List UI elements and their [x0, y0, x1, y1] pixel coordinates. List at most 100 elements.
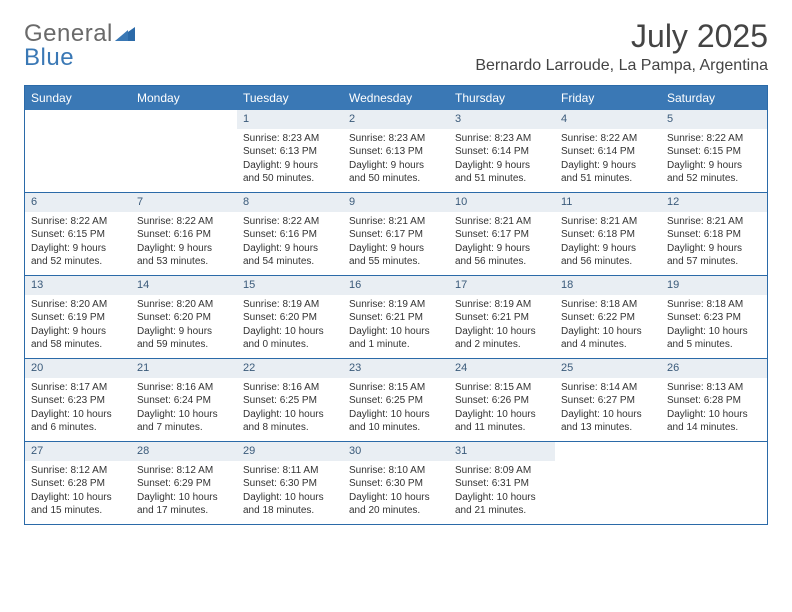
sunrise-text: Sunrise: 8:11 AM: [243, 464, 337, 478]
calendar-week: 27Sunrise: 8:12 AMSunset: 6:28 PMDayligh…: [25, 441, 767, 524]
sunset-text: Sunset: 6:15 PM: [667, 145, 761, 159]
sunset-text: Sunset: 6:14 PM: [455, 145, 549, 159]
daylight-text: Daylight: 9 hours and 51 minutes.: [455, 159, 549, 186]
daylight-text: Daylight: 10 hours and 6 minutes.: [31, 408, 125, 435]
calendar-cell: 1Sunrise: 8:23 AMSunset: 6:13 PMDaylight…: [237, 110, 343, 192]
calendar-cell: 22 Sunrise: 8:16 AMSunset: 6:25 PMDayligh…: [237, 359, 343, 441]
sunset-text: Sunset: 6:17 PM: [455, 228, 549, 242]
calendar-week: 13Sunrise: 8:20 AMSunset: 6:19 PMDayligh…: [25, 275, 767, 358]
day-number: 22: [237, 359, 343, 378]
weekday-header: Thursday: [449, 86, 555, 110]
daylight-text: Daylight: 9 hours and 57 minutes.: [667, 242, 761, 269]
sunrise-text: Sunrise: 8:22 AM: [667, 132, 761, 146]
daylight-text: Daylight: 10 hours and 8 minutes.: [243, 408, 337, 435]
calendar-cell: 3Sunrise: 8:23 AMSunset: 6:14 PMDaylight…: [449, 110, 555, 192]
sunrise-text: Sunrise: 8:21 AM: [667, 215, 761, 229]
daylight-text: Daylight: 10 hours and 14 minutes.: [667, 408, 761, 435]
weekday-header: Tuesday: [237, 86, 343, 110]
logo-word-1: General: [24, 20, 113, 47]
calendar-cell: 30Sunrise: 8:10 AMSunset: 6:30 PMDayligh…: [343, 442, 449, 524]
sunset-text: Sunset: 6:13 PM: [243, 145, 337, 159]
daylight-text: Daylight: 10 hours and 18 minutes.: [243, 491, 337, 518]
sunrise-text: Sunrise: 8:22 AM: [561, 132, 655, 146]
calendar-cell: [131, 110, 237, 192]
calendar-cell: 5 Sunrise: 8:22 AMSunset: 6:15 PMDaylight…: [661, 110, 767, 192]
day-number: 2: [343, 110, 449, 129]
title-block: July 2025 Bernardo Larroude, La Pampa, A…: [475, 18, 768, 75]
day-number: 19: [661, 276, 767, 295]
day-number: 1: [237, 110, 343, 129]
sunrise-text: Sunrise: 8:20 AM: [137, 298, 231, 312]
day-number: 25: [555, 359, 661, 378]
sunset-text: Sunset: 6:25 PM: [243, 394, 337, 408]
sunrise-text: Sunrise: 8:16 AM: [243, 381, 337, 395]
sunrise-text: Sunrise: 8:19 AM: [349, 298, 443, 312]
calendar-cell: 20Sunrise: 8:17 AMSunset: 6:23 PMDayligh…: [25, 359, 131, 441]
location: Bernardo Larroude, La Pampa, Argentina: [475, 57, 768, 75]
daylight-text: Daylight: 9 hours and 56 minutes.: [455, 242, 549, 269]
calendar-header-row: Sunday Monday Tuesday Wednesday Thursday…: [25, 86, 767, 110]
daylight-text: Daylight: 10 hours and 17 minutes.: [137, 491, 231, 518]
sunrise-text: Sunrise: 8:12 AM: [31, 464, 125, 478]
sunrise-text: Sunrise: 8:22 AM: [31, 215, 125, 229]
calendar-cell: 17Sunrise: 8:19 AMSunset: 6:21 PMDayligh…: [449, 276, 555, 358]
sunrise-text: Sunrise: 8:14 AM: [561, 381, 655, 395]
calendar-cell: 8Sunrise: 8:22 AMSunset: 6:16 PMDaylight…: [237, 193, 343, 275]
sunset-text: Sunset: 6:16 PM: [137, 228, 231, 242]
daylight-text: Daylight: 9 hours and 54 minutes.: [243, 242, 337, 269]
sunrise-text: Sunrise: 8:18 AM: [561, 298, 655, 312]
day-number: 20: [25, 359, 131, 378]
sunset-text: Sunset: 6:14 PM: [561, 145, 655, 159]
sunset-text: Sunset: 6:25 PM: [349, 394, 443, 408]
day-number: 28: [131, 442, 237, 461]
sunrise-text: Sunrise: 8:10 AM: [349, 464, 443, 478]
sunset-text: Sunset: 6:30 PM: [349, 477, 443, 491]
sunset-text: Sunset: 6:18 PM: [561, 228, 655, 242]
sunrise-text: Sunrise: 8:19 AM: [455, 298, 549, 312]
sunrise-text: Sunrise: 8:15 AM: [349, 381, 443, 395]
daylight-text: Daylight: 9 hours and 53 minutes.: [137, 242, 231, 269]
day-number: 30: [343, 442, 449, 461]
calendar-cell: 21Sunrise: 8:16 AMSunset: 6:24 PMDayligh…: [131, 359, 237, 441]
weekday-header: Sunday: [25, 86, 131, 110]
day-number: 11: [555, 193, 661, 212]
logo-sail-icon: [115, 25, 135, 45]
day-number: 4: [555, 110, 661, 129]
sunrise-text: Sunrise: 8:21 AM: [349, 215, 443, 229]
day-number: 8: [237, 193, 343, 212]
day-number: 21: [131, 359, 237, 378]
sunset-text: Sunset: 6:19 PM: [31, 311, 125, 325]
daylight-text: Daylight: 10 hours and 21 minutes.: [455, 491, 549, 518]
sunrise-text: Sunrise: 8:22 AM: [137, 215, 231, 229]
calendar-cell: 29Sunrise: 8:11 AMSunset: 6:30 PMDayligh…: [237, 442, 343, 524]
calendar-cell: 31Sunrise: 8:09 AMSunset: 6:31 PMDayligh…: [449, 442, 555, 524]
calendar-week: 1Sunrise: 8:23 AMSunset: 6:13 PMDaylight…: [25, 110, 767, 192]
calendar-cell: 11Sunrise: 8:21 AMSunset: 6:18 PMDayligh…: [555, 193, 661, 275]
calendar-week: 20Sunrise: 8:17 AMSunset: 6:23 PMDayligh…: [25, 358, 767, 441]
sunrise-text: Sunrise: 8:20 AM: [31, 298, 125, 312]
day-number: 31: [449, 442, 555, 461]
day-number: 5: [661, 110, 767, 129]
calendar-cell: 13Sunrise: 8:20 AMSunset: 6:19 PMDayligh…: [25, 276, 131, 358]
sunrise-text: Sunrise: 8:23 AM: [455, 132, 549, 146]
calendar-cell: [555, 442, 661, 524]
sunset-text: Sunset: 6:15 PM: [31, 228, 125, 242]
logo-word-2: Blue: [24, 46, 135, 70]
daylight-text: Daylight: 9 hours and 55 minutes.: [349, 242, 443, 269]
calendar-cell: 18Sunrise: 8:18 AMSunset: 6:22 PMDayligh…: [555, 276, 661, 358]
daylight-text: Daylight: 9 hours and 52 minutes.: [667, 159, 761, 186]
daylight-text: Daylight: 10 hours and 2 minutes.: [455, 325, 549, 352]
calendar-cell: [25, 110, 131, 192]
day-number: 7: [131, 193, 237, 212]
calendar-cell: 19Sunrise: 8:18 AMSunset: 6:23 PMDayligh…: [661, 276, 767, 358]
daylight-text: Daylight: 10 hours and 4 minutes.: [561, 325, 655, 352]
sunrise-text: Sunrise: 8:19 AM: [243, 298, 337, 312]
sunrise-text: Sunrise: 8:16 AM: [137, 381, 231, 395]
daylight-text: Daylight: 9 hours and 50 minutes.: [243, 159, 337, 186]
sunset-text: Sunset: 6:28 PM: [667, 394, 761, 408]
sunset-text: Sunset: 6:23 PM: [667, 311, 761, 325]
sunset-text: Sunset: 6:20 PM: [243, 311, 337, 325]
daylight-text: Daylight: 10 hours and 10 minutes.: [349, 408, 443, 435]
day-number: 27: [25, 442, 131, 461]
sunset-text: Sunset: 6:20 PM: [137, 311, 231, 325]
